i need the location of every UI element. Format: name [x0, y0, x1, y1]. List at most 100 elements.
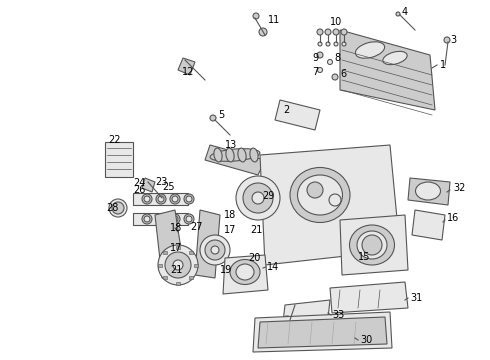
Circle shape: [317, 52, 323, 58]
Circle shape: [341, 29, 347, 35]
Bar: [163, 251, 167, 254]
Text: 15: 15: [358, 252, 370, 262]
Ellipse shape: [144, 196, 150, 202]
Polygon shape: [283, 300, 330, 322]
Text: 30: 30: [360, 335, 372, 345]
Text: 11: 11: [268, 15, 280, 25]
Circle shape: [211, 246, 219, 254]
Ellipse shape: [297, 175, 343, 215]
Ellipse shape: [170, 194, 180, 204]
Circle shape: [332, 74, 338, 80]
Text: 24: 24: [133, 178, 146, 188]
Ellipse shape: [238, 148, 246, 162]
Circle shape: [205, 240, 225, 260]
Text: 2: 2: [283, 105, 289, 115]
Bar: [189, 276, 193, 279]
Bar: [163, 276, 167, 279]
Circle shape: [325, 29, 331, 35]
Text: 21: 21: [250, 225, 262, 235]
Text: 14: 14: [267, 262, 279, 272]
Ellipse shape: [186, 216, 192, 222]
Circle shape: [329, 194, 341, 206]
Polygon shape: [155, 210, 185, 278]
Polygon shape: [258, 317, 387, 348]
Text: 20: 20: [248, 253, 260, 263]
Text: 17: 17: [224, 225, 236, 235]
Circle shape: [333, 29, 339, 35]
Polygon shape: [408, 178, 450, 205]
Circle shape: [444, 37, 450, 43]
Text: 3: 3: [450, 35, 456, 45]
Text: 17: 17: [170, 243, 182, 253]
Bar: [194, 264, 198, 266]
Text: 7: 7: [312, 67, 318, 77]
Text: 32: 32: [453, 183, 466, 193]
Bar: [189, 251, 193, 254]
Text: 22: 22: [108, 135, 121, 145]
Ellipse shape: [158, 196, 164, 202]
Ellipse shape: [109, 199, 127, 217]
Ellipse shape: [158, 216, 164, 222]
Circle shape: [362, 235, 382, 255]
Text: 21: 21: [170, 265, 182, 275]
Text: 18: 18: [170, 223, 182, 233]
Polygon shape: [412, 210, 445, 240]
Text: 16: 16: [447, 213, 459, 223]
Circle shape: [326, 42, 330, 46]
Ellipse shape: [357, 231, 387, 259]
Text: 31: 31: [410, 293, 422, 303]
Bar: [176, 282, 180, 284]
Ellipse shape: [184, 214, 194, 224]
Text: 6: 6: [340, 69, 346, 79]
Ellipse shape: [349, 225, 394, 265]
Ellipse shape: [226, 148, 234, 162]
Circle shape: [396, 12, 400, 16]
Ellipse shape: [156, 214, 166, 224]
Ellipse shape: [214, 148, 222, 162]
Text: 23: 23: [155, 177, 168, 187]
Polygon shape: [253, 312, 392, 352]
Ellipse shape: [172, 216, 178, 222]
Text: 26: 26: [133, 185, 146, 195]
Text: 13: 13: [225, 140, 237, 150]
Text: 5: 5: [218, 110, 224, 120]
Circle shape: [318, 68, 322, 72]
Polygon shape: [142, 178, 155, 192]
Circle shape: [236, 176, 280, 220]
Ellipse shape: [290, 167, 350, 222]
Ellipse shape: [142, 194, 152, 204]
Polygon shape: [340, 215, 408, 275]
Circle shape: [253, 13, 259, 19]
Ellipse shape: [186, 196, 192, 202]
Ellipse shape: [156, 194, 166, 204]
Circle shape: [200, 235, 230, 265]
Ellipse shape: [112, 202, 124, 214]
Text: 28: 28: [106, 203, 119, 213]
Circle shape: [307, 182, 323, 198]
Polygon shape: [260, 145, 400, 265]
Text: 1: 1: [440, 60, 446, 70]
Circle shape: [342, 42, 346, 46]
Bar: [176, 246, 180, 248]
Ellipse shape: [230, 260, 260, 284]
Ellipse shape: [142, 214, 152, 224]
Text: 4: 4: [402, 7, 408, 17]
Polygon shape: [223, 255, 268, 294]
Circle shape: [334, 42, 338, 46]
Circle shape: [327, 59, 333, 64]
Text: 25: 25: [162, 182, 174, 192]
Ellipse shape: [172, 196, 178, 202]
Polygon shape: [205, 145, 265, 175]
Circle shape: [158, 245, 198, 285]
Ellipse shape: [210, 149, 260, 161]
Text: 9: 9: [312, 53, 318, 63]
Text: 19: 19: [220, 265, 232, 275]
Bar: [158, 264, 162, 266]
Text: 27: 27: [190, 222, 202, 232]
Polygon shape: [330, 282, 408, 313]
Circle shape: [259, 28, 267, 36]
Text: 29: 29: [262, 191, 274, 201]
Polygon shape: [340, 30, 435, 110]
Bar: [133, 193, 188, 205]
Bar: [105, 142, 133, 177]
